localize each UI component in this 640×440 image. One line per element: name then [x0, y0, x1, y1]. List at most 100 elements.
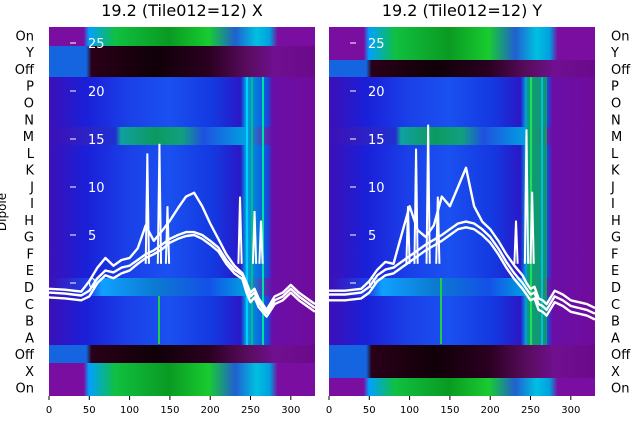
overlay-spike	[413, 148, 419, 264]
x-tick-label: 250	[241, 405, 260, 416]
x-tick-label: 300	[561, 405, 580, 416]
overlay-tick-label: 20	[368, 85, 385, 100]
row-label: E	[26, 264, 34, 279]
band-off-bottom	[49, 345, 315, 363]
flag-stripe-3	[262, 77, 264, 345]
panel-y-title: 19.2 (Tile012=12) Y	[382, 1, 543, 20]
overlay-tick-label: 5	[368, 229, 376, 244]
band-on-top	[49, 27, 315, 46]
row-label: Off	[611, 63, 631, 78]
overlay-line	[329, 226, 596, 321]
row-label: J	[610, 180, 615, 195]
overlay-line	[48, 233, 316, 318]
overlay-line	[48, 230, 316, 314]
overlay-tick-label: 15	[88, 133, 105, 148]
row-label: K	[25, 164, 34, 179]
band-off-top	[329, 60, 595, 77]
row-label: L	[27, 147, 35, 162]
x-tick-label: 100	[120, 405, 139, 416]
overlay-tick-label: 20	[88, 85, 105, 100]
band-off-top	[49, 46, 315, 77]
row-label: C	[25, 298, 34, 313]
row-label: Y	[25, 46, 34, 61]
overlay-spike	[435, 196, 441, 264]
x-tick-label: 300	[281, 405, 300, 416]
row-label: F	[27, 247, 34, 262]
panel-x: 19.2 (Tile012=12) X On Y Off PONMLKJIHGFEDC…	[15, 1, 316, 416]
row-label: Off	[15, 63, 35, 78]
row-label: On	[16, 382, 34, 397]
panel-y-overlay-lines	[329, 124, 596, 321]
panel-x-x-ticks: 0 50 100 150 200 250 300	[46, 396, 300, 416]
x-tick-label: 50	[363, 405, 376, 416]
row-label: On	[611, 382, 629, 397]
overlay-tick-label: 25	[368, 37, 385, 52]
overlay-spike	[425, 124, 431, 264]
row-label: On	[16, 29, 34, 44]
row-label: G	[24, 231, 34, 246]
overlay-line	[329, 166, 596, 310]
row-label: G	[611, 231, 621, 246]
overlay-line	[329, 220, 596, 315]
band-on-top	[329, 27, 595, 60]
band-main	[49, 77, 315, 345]
row-label: M	[611, 130, 622, 145]
row-label: I	[611, 197, 615, 212]
row-label: On	[611, 29, 629, 44]
flag-stripe-2	[251, 77, 253, 345]
row-label: N	[24, 113, 34, 128]
overlay-tick-label: 5	[88, 229, 96, 244]
overlay-spike	[523, 129, 530, 264]
row-label: P	[611, 80, 619, 95]
panel-y: 19.2 (Tile012=12) Y On Y Off PONMLKJIHGFEDC…	[326, 1, 631, 416]
row-label: B	[25, 315, 34, 330]
overlay-line	[48, 191, 316, 312]
panel-x-overlay-lines	[48, 143, 316, 318]
overlay-tick-label: 10	[88, 181, 105, 196]
row-label: Off	[15, 348, 35, 363]
row-label: L	[611, 147, 619, 162]
x-tick-label: 200	[481, 405, 500, 416]
flag-stripe-2	[541, 77, 543, 345]
overlay-spike	[156, 143, 163, 264]
x-tick-label: 0	[46, 405, 52, 416]
x-tick-label: 250	[521, 405, 540, 416]
band-main	[329, 77, 595, 345]
row-label: X	[611, 365, 620, 380]
band-row-m	[49, 127, 315, 145]
x-tick-label: 100	[400, 405, 419, 416]
row-label: B	[611, 315, 620, 330]
overlay-spike	[164, 206, 171, 264]
panel-y-heatmap	[329, 27, 595, 396]
overlay-spike	[258, 220, 264, 264]
row-label: X	[25, 365, 34, 380]
overlay-spike	[405, 206, 411, 264]
band-on-bottom	[329, 378, 595, 396]
panel-x-heatmap	[49, 27, 315, 396]
row-label: N	[611, 113, 621, 128]
row-label: A	[25, 331, 34, 346]
row-label: J	[29, 180, 34, 195]
overlay-spike	[529, 191, 535, 264]
row-label: Y	[610, 46, 619, 61]
row-label: K	[611, 164, 620, 179]
row-label: H	[611, 214, 621, 229]
overlay-spike	[237, 196, 243, 264]
row-label: O	[611, 96, 621, 111]
figure-ylabel: Dipole	[0, 193, 9, 231]
band-on-bottom	[49, 363, 315, 396]
x-tick-label: 150	[440, 405, 459, 416]
x-tick-label: 0	[326, 405, 332, 416]
band-off-bottom	[329, 345, 595, 378]
row-label: D	[611, 281, 621, 296]
x-tick-label: 200	[201, 405, 220, 416]
flag-stripe-1	[246, 77, 248, 345]
row-label: C	[611, 298, 620, 313]
overlay-tick-label: 10	[368, 181, 385, 196]
flag-stripe-3	[440, 278, 442, 344]
row-label: A	[611, 331, 620, 346]
row-label: M	[23, 130, 34, 145]
